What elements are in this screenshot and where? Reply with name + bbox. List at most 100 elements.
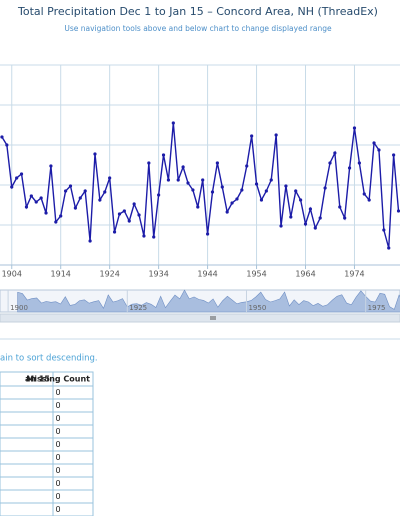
data-point	[137, 213, 141, 217]
data-point	[166, 178, 171, 182]
table-cell	[0, 398, 54, 413]
data-point	[15, 176, 19, 180]
data-point	[210, 190, 215, 194]
data-point	[98, 198, 102, 202]
data-point	[49, 164, 53, 168]
data-point	[68, 184, 73, 188]
data-point	[313, 226, 317, 230]
x-tick-label: 1944	[197, 270, 217, 279]
data-point	[171, 121, 175, 125]
data-point	[186, 181, 190, 185]
data-line	[1, 122, 400, 249]
data-point	[299, 198, 303, 202]
navigator-tick-label: 1950	[248, 304, 266, 312]
data-point	[122, 209, 126, 213]
data-point	[220, 185, 224, 189]
data-point	[117, 212, 122, 216]
chart-title: Total Precipitation Dec 1 to Jan 15 – Co…	[17, 5, 378, 18]
data-point	[382, 228, 386, 232]
table-cell	[0, 489, 54, 504]
scrollbar[interactable]	[0, 313, 400, 323]
data-point	[59, 214, 63, 218]
data-point	[93, 152, 97, 156]
x-tick-label: 1964	[295, 270, 315, 279]
data-point	[387, 246, 391, 250]
data-point	[19, 172, 24, 176]
missing-count: 0	[55, 466, 60, 475]
data-point	[362, 192, 366, 196]
data-point	[318, 216, 322, 220]
data-point	[367, 198, 371, 202]
data-point	[205, 232, 210, 236]
navigator-tick-label: 1925	[129, 304, 147, 312]
data-point	[230, 201, 234, 205]
chart-subtitle: Use navigation tools above and below cha…	[64, 24, 332, 33]
data-point	[196, 205, 200, 209]
x-tick-label: 1954	[246, 270, 266, 279]
navigator-tick-label: 1900	[10, 304, 28, 312]
data-point	[343, 216, 347, 220]
data-point	[73, 206, 77, 210]
data-point	[303, 222, 308, 226]
data-point	[201, 178, 205, 182]
data-point	[181, 165, 185, 169]
x-tick-label: 1914	[51, 270, 71, 279]
data-point	[294, 189, 298, 193]
data-point	[44, 211, 48, 215]
data-point	[39, 196, 43, 200]
data-point	[10, 185, 14, 189]
missing-count: 0	[55, 401, 60, 410]
data-point	[64, 189, 68, 193]
table-cell	[0, 463, 54, 478]
data-point	[0, 135, 4, 139]
table-cell	[0, 385, 54, 400]
navigator-area	[17, 289, 400, 313]
data-point	[108, 176, 112, 180]
table-cell	[0, 424, 54, 439]
data-point	[235, 197, 239, 201]
data-point	[279, 224, 283, 228]
table-cell	[0, 411, 54, 426]
table-cell	[52, 502, 94, 516]
missing-count: 0	[55, 479, 60, 488]
data-point	[103, 190, 107, 194]
data-point	[142, 234, 146, 238]
missing-count: 0	[55, 505, 60, 514]
data-point	[289, 215, 293, 219]
data-point	[254, 182, 259, 186]
data-point	[161, 153, 166, 157]
data-point	[215, 161, 219, 165]
data-point	[240, 188, 244, 192]
missing-count: 0	[55, 453, 60, 462]
data-point	[112, 230, 117, 234]
table-cell	[0, 450, 54, 465]
data-point	[372, 141, 376, 145]
missing-count: 0	[55, 414, 60, 423]
data-point	[157, 193, 161, 197]
table-cell	[0, 437, 54, 452]
data-point	[338, 205, 342, 209]
x-tick-label: 1974	[344, 270, 364, 279]
data-point	[54, 220, 58, 224]
data-point	[83, 189, 87, 193]
x-tick-label: 1924	[99, 270, 119, 279]
data-point	[191, 188, 195, 192]
missing-count: 0	[55, 440, 60, 449]
data-point	[392, 153, 396, 157]
data-point	[328, 161, 332, 165]
data-point	[308, 207, 313, 211]
data-point	[377, 148, 381, 152]
data-point	[396, 209, 400, 213]
data-point	[152, 235, 156, 239]
x-tick-label: 1934	[148, 270, 168, 279]
missing-count: 0	[55, 427, 60, 436]
navigator-tick-label: 1975	[368, 304, 386, 312]
data-point	[250, 134, 254, 138]
data-point	[259, 198, 264, 202]
data-point	[24, 205, 29, 209]
data-point	[147, 161, 151, 165]
data-point	[88, 239, 92, 243]
missing-count: 0	[55, 388, 60, 397]
